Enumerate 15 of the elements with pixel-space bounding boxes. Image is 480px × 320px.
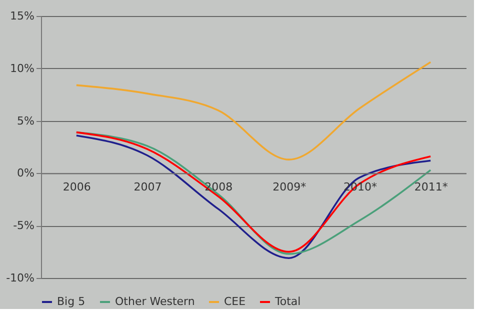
x-tick-label: 2006 (62, 180, 91, 194)
line-series (76, 61, 432, 160)
y-tick-label: 10% (10, 62, 34, 75)
y-tick-label: 0% (17, 166, 34, 180)
y-tick-label: 5% (17, 114, 34, 128)
legend-label: Big 5 (57, 295, 86, 308)
x-tick-label: 2007 (134, 180, 162, 194)
y-tick-label: -5% (13, 219, 34, 232)
y-tick-label: -10% (6, 272, 34, 284)
x-tick-label: 2011* (414, 180, 448, 194)
legend-label: Other Western (115, 295, 195, 308)
x-tick-label: 2009* (272, 180, 307, 194)
legend-label: CEE (224, 295, 246, 308)
legend-label: Total (274, 295, 301, 308)
y-tick-label: 15% (10, 10, 34, 22)
